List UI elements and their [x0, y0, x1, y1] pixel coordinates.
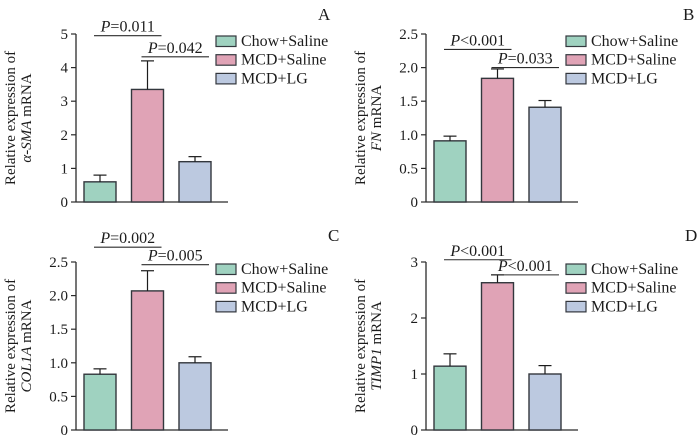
y-tick-label: 0 [411, 195, 419, 211]
y-axis-label-line2: α-SMA mRNA [19, 73, 35, 162]
y-tick-label: 3 [61, 94, 69, 110]
bar-mcd-lg [528, 373, 562, 431]
y-axis-label-line2: FN mRNA [369, 85, 385, 152]
significance-label: P=0.042 [147, 40, 203, 57]
legend-label: Chow+Saline [241, 33, 328, 50]
panel-c: 0 0.5 1.0 1.5 2.0 2.5 P=0.002 P=0.005 Chow+Salin… [0, 220, 350, 441]
bar-mcd-saline [480, 77, 515, 203]
y-axis-label-line2: TIMP1 mRNA [369, 301, 385, 391]
y-axis-label-line1: Relative expression of [353, 51, 369, 185]
legend-label: MCD+LG [591, 70, 658, 87]
bar-mcd-lg [178, 160, 212, 203]
legend-label: MCD+LG [241, 298, 308, 315]
bar-chart-svg-a: 0 1 2 3 4 5 P=0.011 P=0.042 Chow+Saline MCD+Salin… [3, 19, 328, 211]
panel-b: 0 0.5 1.0 1.5 2.0 2.5 P<0.001 P=0.033 Chow+Salin… [350, 0, 700, 220]
bar-mcd-saline [130, 88, 165, 203]
significance-label: P=0.002 [99, 230, 155, 247]
legend-label: MCD+Saline [241, 52, 326, 69]
bar-mcd-saline [130, 290, 165, 431]
y-tick-label: 0 [61, 423, 69, 439]
y-tick-label: 2.5 [49, 255, 68, 271]
y-tick-label: 3 [411, 255, 419, 271]
legend-label: MCD+Saline [591, 280, 676, 297]
panel-label: A [318, 5, 331, 24]
legend-label: Chow+Saline [591, 33, 678, 50]
y-tick-label: 1.0 [49, 356, 68, 372]
significance-label: P<0.001 [449, 243, 505, 260]
legend-swatch [565, 300, 587, 313]
legend-swatch [215, 300, 237, 313]
panel-label: B [683, 5, 695, 24]
significance-label: P=0.033 [497, 51, 553, 68]
y-tick-label: 2.0 [399, 61, 418, 77]
y-tick-label: 0.5 [399, 161, 418, 177]
bar-mcd-saline [480, 282, 515, 431]
significance-label: P<0.001 [449, 32, 505, 49]
y-tick-label: 2.0 [49, 289, 68, 305]
panel-d: 0 1 2 3 P<0.001 P<0.001 Chow+Saline MCD+Saline M… [350, 220, 700, 441]
significance-label: P=0.011 [100, 19, 155, 36]
y-tick-label: 4 [61, 61, 69, 77]
y-tick-label: 2 [61, 128, 69, 144]
y-tick-label: 1 [411, 367, 419, 383]
y-tick-label: 0 [411, 423, 419, 439]
bar-chart-svg-b: 0 0.5 1.0 1.5 2.0 2.5 P<0.001 P=0.033 Chow+Salin… [353, 27, 678, 211]
y-tick-label: 1.5 [399, 94, 418, 110]
bar-chow-saline [83, 181, 117, 203]
y-tick-label: 1.0 [399, 128, 418, 144]
legend-label: MCD+Saline [591, 52, 676, 69]
legend-swatch [565, 35, 587, 48]
legend-label: MCD+LG [591, 298, 658, 315]
legend-label: MCD+LG [241, 70, 308, 87]
y-axis-label-line1: Relative expression of [3, 51, 19, 185]
significance-label: P<0.001 [497, 258, 553, 275]
legend-swatch [215, 35, 237, 48]
legend-swatch [565, 72, 587, 85]
bar-chow-saline [433, 365, 467, 431]
y-axis-label-line1: Relative expression of [3, 279, 19, 413]
legend-swatch [565, 54, 587, 66]
bar-mcd-lg [528, 106, 562, 203]
panel-label: C [328, 226, 340, 245]
legend-swatch [215, 263, 237, 276]
legend-label: Chow+Saline [591, 261, 678, 278]
y-tick-label: 0.5 [49, 389, 68, 405]
y-tick-label: 1.5 [49, 322, 68, 338]
legend-label: Chow+Saline [241, 261, 328, 278]
y-tick-label: 2.5 [399, 27, 418, 43]
legend-swatch [565, 282, 587, 294]
y-axis-label-line1: Relative expression of [353, 279, 369, 413]
legend-swatch [215, 282, 237, 294]
legend-swatch [215, 54, 237, 66]
y-tick-label: 0 [61, 195, 69, 211]
legend-swatch [565, 263, 587, 276]
y-axis-label-line2: COL1A mRNA [19, 299, 35, 392]
y-tick-label: 2 [411, 311, 419, 327]
panel-a: 0 1 2 3 4 5 P=0.011 P=0.042 Chow+Saline MCD+Salin… [0, 0, 350, 220]
significance-label: P=0.005 [147, 248, 203, 265]
bar-mcd-lg [178, 362, 212, 431]
panel-label: D [685, 226, 698, 245]
y-tick-label: 5 [61, 27, 69, 43]
bar-chow-saline [83, 373, 117, 431]
y-tick-label: 1 [61, 161, 69, 177]
legend-swatch [215, 72, 237, 85]
bar-chow-saline [433, 140, 467, 203]
legend-label: MCD+Saline [241, 280, 326, 297]
